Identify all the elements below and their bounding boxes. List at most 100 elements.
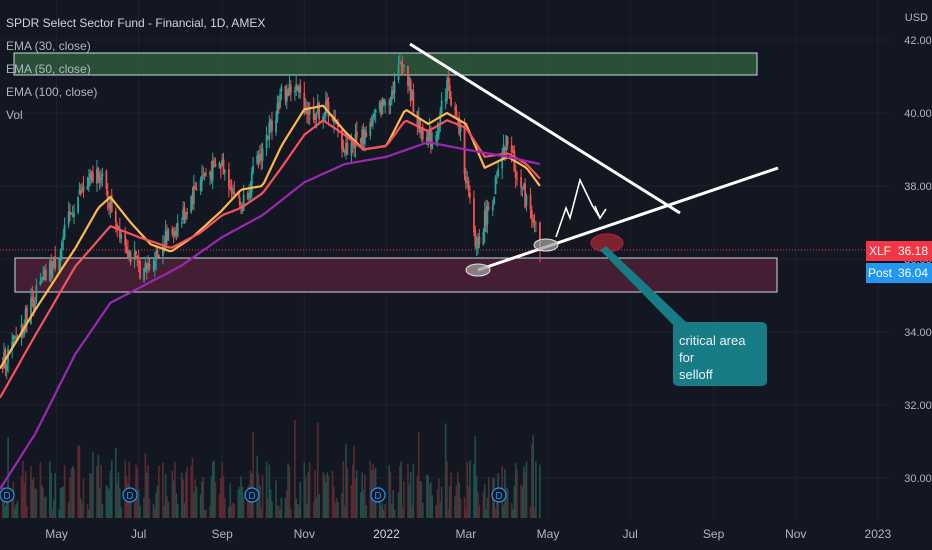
- volume-bar: [110, 460, 113, 518]
- legend-ema100[interactable]: EMA (100, close): [6, 85, 98, 99]
- candle-body: [180, 222, 183, 224]
- candle-body: [157, 254, 160, 258]
- legend-volume[interactable]: Vol: [6, 108, 23, 122]
- volume-bar: [100, 464, 102, 518]
- candle-body: [505, 135, 508, 151]
- candle-body: [345, 142, 347, 150]
- candle-body: [271, 120, 273, 132]
- volume-bar: [133, 498, 136, 518]
- candle-body: [438, 123, 440, 134]
- volume-bar: [59, 487, 62, 518]
- candle-body: [314, 117, 316, 120]
- volume-bar: [525, 461, 528, 518]
- volume-bar: [436, 489, 439, 518]
- candle-body: [191, 196, 194, 203]
- candle-body: [351, 140, 354, 146]
- candle-body: [287, 89, 290, 96]
- volume-bar: [183, 502, 186, 518]
- candle-body: [304, 107, 307, 114]
- candle-body: [308, 108, 311, 115]
- volume-bar: [430, 481, 432, 518]
- candle-body: [256, 155, 259, 164]
- volume-bar: [521, 487, 524, 518]
- candle-body: [5, 364, 8, 371]
- legend-ema30[interactable]: EMA (30, close): [6, 39, 91, 53]
- legend-ema50[interactable]: EMA (50, close): [6, 62, 91, 76]
- volume-bar: [116, 482, 118, 518]
- candle-body: [307, 111, 310, 115]
- volume-bar: [465, 508, 467, 518]
- candle-body: [303, 92, 306, 114]
- volume-bar: [316, 422, 319, 518]
- currency-label[interactable]: USD: [904, 12, 928, 24]
- candle-body: [506, 137, 509, 145]
- candle-body: [485, 208, 487, 226]
- volume-bar: [73, 468, 75, 518]
- volume-bar: [143, 497, 145, 518]
- candle-body: [276, 103, 279, 121]
- candle-body: [182, 209, 185, 220]
- candle-body: [280, 86, 283, 92]
- volume-bar: [32, 477, 35, 518]
- volume-bar: [458, 482, 460, 518]
- candle-body: [400, 62, 403, 65]
- volume-bar: [201, 481, 203, 518]
- volume-bar: [185, 472, 187, 518]
- candle-body: [100, 176, 102, 182]
- volume-bar: [199, 494, 202, 518]
- ema-line-0: [0, 104, 541, 370]
- candle-body: [222, 159, 225, 175]
- candle-body: [521, 189, 524, 191]
- volume-bar: [194, 479, 197, 518]
- x-tick-label: May: [45, 527, 68, 541]
- candle-body: [129, 252, 132, 263]
- volume-bar: [171, 470, 174, 518]
- volume-bar: [343, 505, 346, 518]
- candle-body: [97, 168, 100, 181]
- candle-body: [213, 161, 215, 163]
- volume-bar: [129, 490, 132, 518]
- candle-body: [144, 263, 147, 271]
- y-tick-label: 30.00: [904, 473, 932, 485]
- volume-bar: [267, 498, 269, 518]
- volume-bar: [43, 498, 46, 518]
- candle-body: [166, 231, 168, 240]
- candle-body: [229, 186, 232, 190]
- volume-bar: [175, 493, 178, 518]
- volume-bar: [456, 471, 459, 518]
- y-tick-label: 34.00: [904, 327, 932, 339]
- volume-bar: [463, 497, 466, 518]
- annotation-line-1: critical area for: [679, 333, 746, 365]
- candle-body: [431, 142, 434, 150]
- volume-bar: [147, 464, 149, 518]
- candle-body: [267, 137, 269, 139]
- volume-bar: [362, 490, 365, 518]
- volume-bar: [502, 504, 505, 518]
- candle-body: [155, 251, 158, 260]
- volume-bar: [520, 484, 522, 518]
- volume-bar: [331, 470, 334, 518]
- candle-body: [73, 212, 75, 217]
- candle-body: [109, 196, 112, 209]
- candle-body: [534, 223, 537, 225]
- volume-bar: [119, 487, 121, 518]
- volume-bar: [397, 492, 400, 518]
- candle-body: [355, 131, 358, 138]
- annotation-callout[interactable]: critical area for selloff: [673, 322, 767, 386]
- candle-body: [522, 184, 525, 190]
- candle-body: [92, 173, 94, 182]
- candle-body: [162, 244, 164, 256]
- volume-bar: [261, 474, 264, 518]
- x-tick-label: Jul: [622, 527, 637, 541]
- candle-body: [365, 132, 368, 137]
- candle-body: [495, 173, 498, 175]
- candle-body: [67, 211, 70, 225]
- candle-body: [175, 230, 178, 235]
- candle-body: [288, 83, 291, 96]
- candle-body: [42, 275, 44, 280]
- volume-bar: [333, 486, 335, 518]
- candle-body: [350, 141, 353, 156]
- volume-bar: [388, 464, 390, 518]
- candle-body: [393, 81, 396, 94]
